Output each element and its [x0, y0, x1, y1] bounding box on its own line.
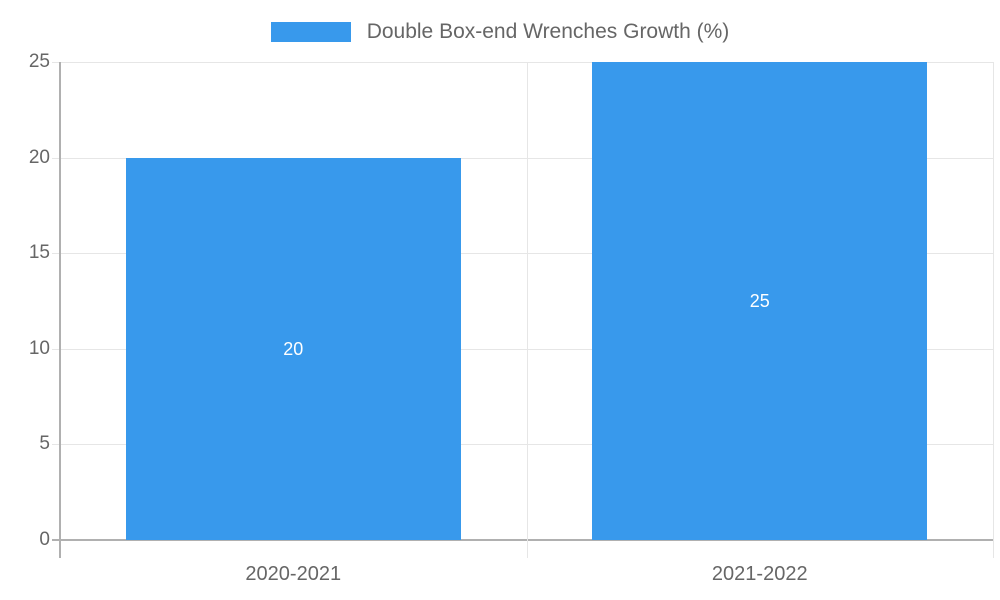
x-gridline: [993, 62, 994, 558]
y-tick-label: 10: [28, 337, 50, 359]
y-axis-line: [59, 62, 61, 558]
bar-value-label: 20: [283, 338, 304, 359]
x-gridline: [527, 62, 528, 558]
legend-swatch: [270, 22, 351, 42]
y-tick-label: 25: [28, 51, 50, 72]
x-axis-baseline: [52, 539, 993, 541]
bar-value-label: 25: [749, 291, 770, 311]
y-gridline: [52, 157, 993, 159]
y-tick-label: 15: [28, 242, 50, 264]
y-tick-label: 5: [39, 433, 50, 455]
y-tick-label: 0: [39, 529, 50, 550]
y-gridline: [52, 253, 993, 255]
y-gridline: [52, 444, 993, 446]
x-tick-label: 2021-2022: [711, 563, 808, 585]
y-tick-label: 20: [28, 146, 50, 168]
legend: Double Box-end Wrenches Growth (%): [0, 20, 1000, 44]
y-gridline: [52, 348, 993, 350]
y-gridline: [52, 62, 993, 63]
legend-label: Double Box-end Wrenches Growth (%): [366, 20, 730, 43]
bar-2020-2021: [125, 157, 461, 540]
bar-2021-2022: [592, 62, 928, 540]
x-tick-label: 2020-2021: [245, 563, 342, 585]
